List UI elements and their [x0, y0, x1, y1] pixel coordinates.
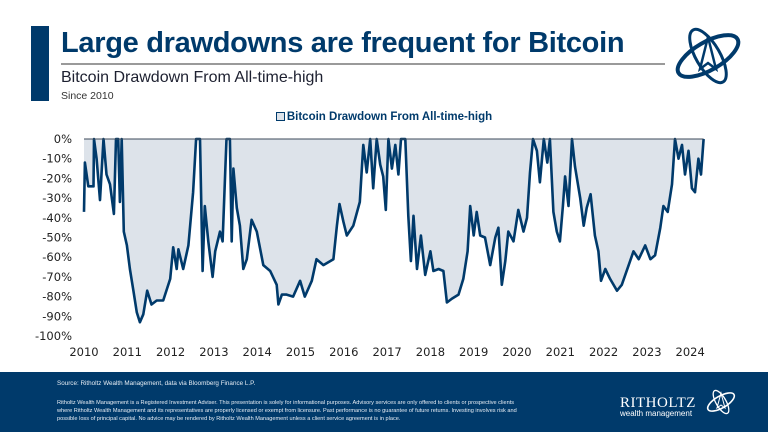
x-tick-label: 2023: [632, 345, 661, 359]
legend-swatch: [275, 112, 285, 121]
y-tick-label: -60%: [42, 250, 72, 264]
x-tick-label: 2017: [372, 345, 401, 359]
x-tick-label: 2020: [502, 345, 531, 359]
y-tick-label: -70%: [42, 270, 72, 284]
x-tick-label: 2019: [459, 345, 488, 359]
y-tick-label: 0%: [54, 132, 72, 146]
brand-logo: RITHOLTZ wealth management: [620, 389, 740, 418]
y-tick-label: -90%: [42, 309, 72, 323]
source-note: Source: Ritholtz Wealth Management, data…: [57, 380, 256, 387]
footer: Source: Ritholtz Wealth Management, data…: [0, 372, 768, 432]
ritholtz-mark-icon: [706, 389, 736, 415]
x-tick-label: 2010: [69, 345, 98, 359]
disclaimer: Ritholtz Wealth Management is a Register…: [57, 400, 517, 422]
brand-tagline: wealth management: [620, 409, 693, 418]
y-tick-label: -30%: [42, 191, 72, 205]
page-subtitle: Bitcoin Drawdown From All-time-high: [61, 69, 324, 86]
page-title: Large drawdowns are frequent for Bitcoin: [61, 27, 625, 59]
x-tick-label: 2011: [113, 345, 142, 359]
x-tick-label: 2013: [199, 345, 228, 359]
y-tick-label: -80%: [42, 290, 72, 304]
x-tick-label: 2012: [156, 345, 185, 359]
y-tick-label: -100%: [35, 329, 72, 343]
y-tick-label: -40%: [42, 211, 72, 225]
drawdown-chart: 0% -10% -20% -30% -40% -50% -60% -70% -80% -90% -1…: [35, 132, 705, 359]
x-tick-label: 2015: [286, 345, 315, 359]
y-tick-label: -50%: [42, 231, 72, 245]
drawdown-area: [84, 139, 704, 323]
x-tick-label: 2014: [243, 345, 272, 359]
title-divider: [61, 63, 665, 65]
drawdown-line: [82, 137, 705, 324]
x-tick-label: 2022: [589, 345, 618, 359]
x-tick-label: 2021: [546, 345, 575, 359]
x-tick-label: 2024: [676, 345, 705, 359]
ritholtz-logo-icon: [675, 27, 741, 85]
y-tick-label: -10%: [42, 152, 72, 166]
y-tick-label: -20%: [42, 171, 72, 185]
accent-bar: [31, 26, 49, 101]
brand-name: RITHOLTZ: [620, 395, 696, 411]
x-tick-label: 2018: [416, 345, 445, 359]
legend-label: Bitcoin Drawdown From All-time-high: [286, 111, 493, 123]
x-tick-label: 2016: [329, 345, 358, 359]
chart-legend: Bitcoin Drawdown From All-time-high: [0, 111, 768, 123]
date-range-note: Since 2010: [61, 90, 114, 102]
